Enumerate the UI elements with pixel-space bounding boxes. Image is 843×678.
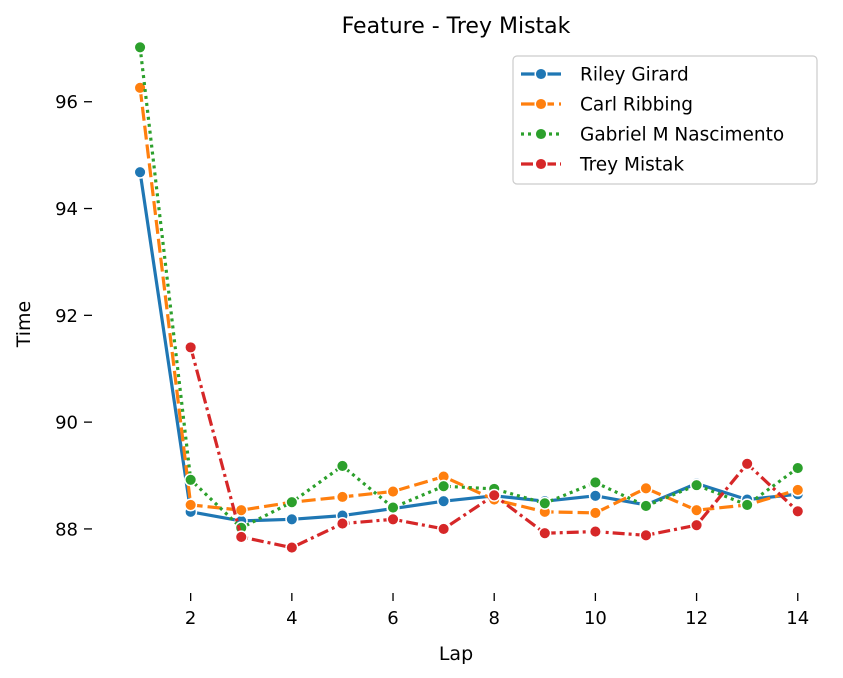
data-point bbox=[437, 479, 451, 493]
data-point bbox=[588, 506, 602, 520]
y-tick-label: 88 bbox=[55, 519, 78, 540]
legend-swatch-marker bbox=[534, 127, 548, 141]
data-point bbox=[234, 503, 248, 517]
data-point bbox=[133, 165, 147, 179]
legend-box bbox=[512, 55, 818, 185]
data-point bbox=[588, 489, 602, 503]
x-tick-label: 4 bbox=[286, 608, 297, 629]
data-point bbox=[285, 541, 299, 555]
series-line bbox=[138, 171, 798, 523]
series-line bbox=[189, 346, 799, 550]
legend-item: Riley Girard bbox=[521, 65, 689, 86]
legend-label: Trey Mistak bbox=[579, 155, 684, 176]
data-point bbox=[639, 528, 653, 542]
legend-label: Carl Ribbing bbox=[580, 95, 693, 116]
data-point bbox=[335, 517, 349, 531]
legend: Riley Girard Carl Ribbing Gabriel M Nascim… bbox=[512, 55, 818, 185]
y-tick-label: 92 bbox=[55, 306, 78, 327]
plot-series bbox=[133, 40, 805, 555]
legend-item: Trey Mistak bbox=[521, 155, 684, 176]
x-tick-label: 2 bbox=[185, 608, 196, 629]
data-point bbox=[386, 484, 400, 499]
data-point bbox=[386, 501, 400, 515]
legend-swatch-marker bbox=[534, 67, 548, 81]
data-point bbox=[184, 498, 198, 512]
data-point bbox=[690, 503, 704, 517]
legend-item: Gabriel M Nascimento bbox=[521, 125, 784, 146]
data-point bbox=[690, 478, 704, 492]
data-point bbox=[184, 473, 198, 487]
x-tick-label: 12 bbox=[685, 608, 708, 629]
data-point bbox=[234, 530, 248, 544]
legend-label: Riley Girard bbox=[580, 65, 689, 86]
x-tick-label: 8 bbox=[488, 608, 499, 629]
data-point bbox=[437, 494, 451, 508]
legend-item: Carl Ribbing bbox=[521, 95, 693, 116]
y-axis-label: Time bbox=[13, 301, 35, 349]
y-tick-label: 90 bbox=[55, 413, 78, 434]
legend-swatch-marker bbox=[534, 157, 548, 171]
data-point bbox=[133, 40, 147, 54]
y-tick-label: 96 bbox=[55, 92, 78, 113]
series-line bbox=[138, 47, 799, 530]
data-point bbox=[538, 496, 552, 510]
data-point bbox=[791, 483, 805, 497]
data-point bbox=[285, 512, 299, 526]
y-axis: 88 90 92 94 96 bbox=[55, 92, 92, 540]
series-trey-mistak bbox=[184, 340, 805, 555]
x-tick-label: 10 bbox=[584, 608, 607, 629]
legend-swatch-marker bbox=[534, 97, 548, 111]
data-point bbox=[335, 459, 349, 473]
data-point bbox=[335, 490, 349, 504]
data-point bbox=[437, 522, 451, 536]
x-tick-label: 6 bbox=[387, 608, 398, 629]
x-tick-label: 14 bbox=[786, 608, 809, 629]
data-point bbox=[538, 526, 552, 540]
data-point bbox=[184, 340, 198, 354]
data-point bbox=[791, 461, 805, 475]
data-point bbox=[285, 495, 299, 509]
data-point bbox=[588, 525, 602, 539]
x-axis: 2 4 6 8 10 12 14 bbox=[185, 593, 809, 629]
data-point bbox=[791, 504, 805, 518]
data-point bbox=[740, 457, 754, 471]
series-riley-girard bbox=[133, 165, 805, 528]
data-point bbox=[386, 512, 400, 526]
data-point bbox=[588, 475, 602, 490]
legend-label: Gabriel M Nascimento bbox=[580, 125, 784, 146]
data-point bbox=[639, 499, 653, 513]
x-axis-label: Lap bbox=[439, 643, 473, 665]
chart-title: Feature - Trey Mistak bbox=[342, 14, 571, 39]
data-point bbox=[740, 498, 754, 512]
data-point bbox=[690, 518, 704, 532]
y-tick-label: 94 bbox=[55, 199, 78, 220]
data-point bbox=[639, 481, 653, 495]
data-point bbox=[487, 488, 501, 502]
